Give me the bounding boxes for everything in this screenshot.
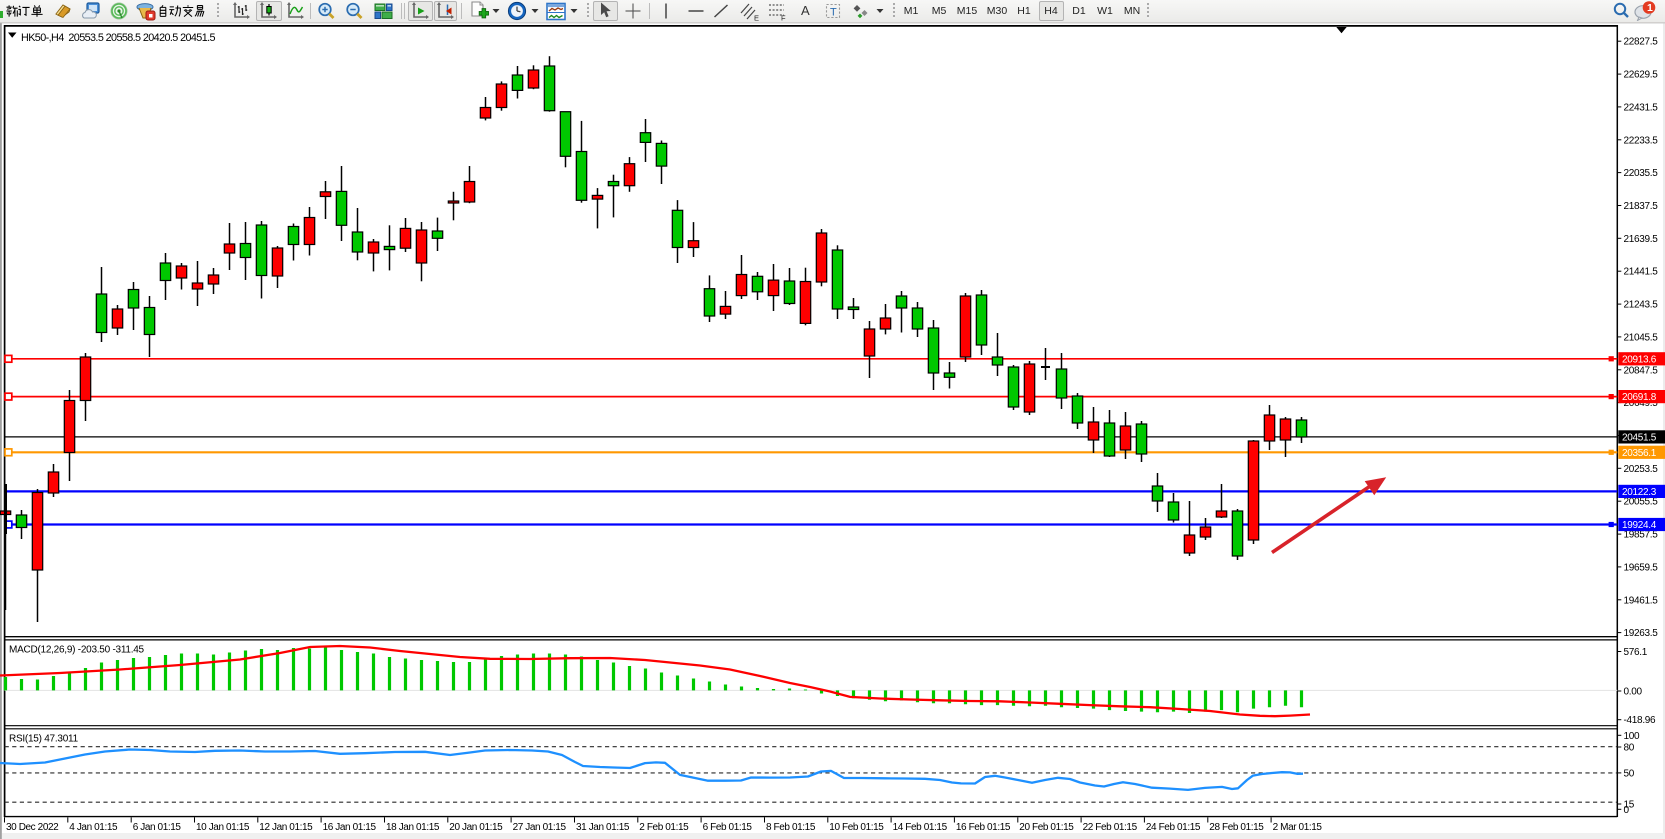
- svg-text:16 Feb 01:15: 16 Feb 01:15: [956, 822, 1011, 833]
- svg-text:0: 0: [1624, 805, 1630, 816]
- svg-text:10 Jan 01:15: 10 Jan 01:15: [196, 822, 250, 833]
- svg-text:20 Feb 01:15: 20 Feb 01:15: [1019, 822, 1074, 833]
- svg-text:8 Feb 01:15: 8 Feb 01:15: [766, 822, 816, 833]
- svg-text:20649.5: 20649.5: [1624, 398, 1659, 409]
- svg-text:18 Jan 01:15: 18 Jan 01:15: [386, 822, 440, 833]
- svg-text:30 Dec 2022: 30 Dec 2022: [6, 822, 59, 833]
- svg-text:20055.5: 20055.5: [1624, 497, 1659, 508]
- svg-text:20691.8: 20691.8: [1622, 392, 1657, 403]
- svg-text:2 Feb 01:15: 2 Feb 01:15: [639, 822, 689, 833]
- svg-text:20122.3: 20122.3: [1622, 487, 1657, 498]
- svg-text:RSI(15) 47.3011: RSI(15) 47.3011: [9, 734, 79, 745]
- svg-text:19461.5: 19461.5: [1624, 595, 1659, 606]
- svg-text:22233.5: 22233.5: [1624, 135, 1659, 146]
- svg-text:MACD(12,26,9) -203.50 -311.45: MACD(12,26,9) -203.50 -311.45: [9, 645, 145, 656]
- svg-text:4 Jan 01:15: 4 Jan 01:15: [69, 822, 118, 833]
- svg-text:22035.5: 22035.5: [1624, 168, 1659, 179]
- svg-text:31 Jan 01:15: 31 Jan 01:15: [576, 822, 630, 833]
- svg-text:28 Feb 01:15: 28 Feb 01:15: [1209, 822, 1264, 833]
- svg-text:10 Feb 01:15: 10 Feb 01:15: [829, 822, 884, 833]
- svg-text:6 Feb 01:15: 6 Feb 01:15: [703, 822, 753, 833]
- svg-text:16 Jan 01:15: 16 Jan 01:15: [323, 822, 377, 833]
- svg-text:50: 50: [1624, 768, 1635, 779]
- svg-text:19924.4: 19924.4: [1622, 520, 1657, 531]
- svg-text:2 Mar 01:15: 2 Mar 01:15: [1273, 822, 1323, 833]
- svg-text:80: 80: [1624, 743, 1635, 754]
- svg-text:14 Feb 01:15: 14 Feb 01:15: [893, 822, 948, 833]
- svg-text:12 Jan 01:15: 12 Jan 01:15: [259, 822, 313, 833]
- svg-text:19857.5: 19857.5: [1624, 530, 1659, 541]
- svg-text:6 Jan 01:15: 6 Jan 01:15: [133, 822, 182, 833]
- svg-text:20356.1: 20356.1: [1622, 448, 1657, 459]
- svg-text:HK50-,H4 20553.5 20558.5 2042: HK50-,H4 20553.5 20558.5 20420.5 20451.5: [21, 32, 216, 44]
- svg-text:20451.5: 20451.5: [1622, 433, 1657, 444]
- svg-text:19659.5: 19659.5: [1624, 562, 1659, 573]
- svg-text:-418.96: -418.96: [1624, 715, 1657, 726]
- svg-text:20847.5: 20847.5: [1624, 365, 1659, 376]
- svg-text:22629.5: 22629.5: [1624, 70, 1659, 81]
- svg-text:1: 1: [1647, 2, 1653, 14]
- svg-text:21045.5: 21045.5: [1624, 332, 1659, 343]
- svg-text:21639.5: 21639.5: [1624, 234, 1659, 245]
- svg-text:21441.5: 21441.5: [1624, 267, 1659, 278]
- svg-text:22 Feb 01:15: 22 Feb 01:15: [1083, 822, 1138, 833]
- svg-text:20913.6: 20913.6: [1622, 354, 1657, 365]
- svg-text:576.1: 576.1: [1624, 647, 1648, 658]
- svg-text:100: 100: [1624, 731, 1641, 742]
- svg-text:T: T: [830, 7, 837, 19]
- svg-text:E: E: [754, 13, 759, 21]
- svg-text:0.00: 0.00: [1624, 687, 1643, 698]
- svg-text:15: 15: [1624, 800, 1635, 811]
- svg-text:21837.5: 21837.5: [1624, 201, 1659, 212]
- svg-text:24 Feb 01:15: 24 Feb 01:15: [1146, 822, 1201, 833]
- svg-text:21243.5: 21243.5: [1624, 300, 1659, 311]
- svg-text:20 Jan 01:15: 20 Jan 01:15: [449, 822, 503, 833]
- svg-text:20253.5: 20253.5: [1624, 464, 1659, 475]
- svg-text:F: F: [781, 13, 786, 21]
- svg-text:27 Jan 01:15: 27 Jan 01:15: [513, 822, 567, 833]
- svg-text:22431.5: 22431.5: [1624, 102, 1659, 113]
- svg-text:19263.5: 19263.5: [1624, 628, 1659, 639]
- svg-text:22827.5: 22827.5: [1624, 37, 1659, 48]
